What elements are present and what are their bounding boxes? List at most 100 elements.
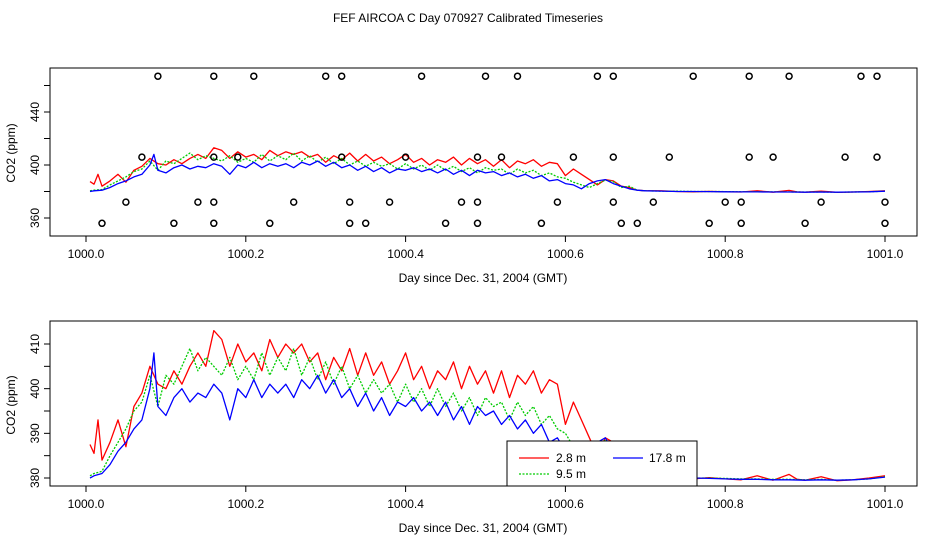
scatter-point (873, 72, 881, 80)
x-tick-label: 1000.6 (547, 247, 584, 261)
scatter-point (361, 219, 370, 228)
legend-label-2-8m: 2.8 m (556, 451, 586, 465)
scatter-point (633, 219, 642, 228)
scatter-point (609, 198, 618, 206)
top-y-axis-label: CO2 (ppm) (4, 123, 18, 182)
series-line-2-8-m (89, 329, 886, 482)
scatter-point (881, 219, 889, 228)
scatter-point (817, 198, 825, 206)
scatter-point (737, 198, 745, 206)
scatter-point (289, 198, 298, 206)
legend-label-9-5m: 9.5 m (556, 467, 586, 481)
top-x-axis: 1000.0 1000.2 1000.4 1000.6 1000.8 1001.0 (68, 236, 904, 261)
x-tick-label: 1000.0 (68, 247, 105, 261)
scatter-point (194, 198, 202, 206)
scatter-point (210, 219, 218, 228)
scatter-point (345, 219, 354, 228)
scatter-point (873, 153, 881, 161)
scatter-point (210, 72, 218, 80)
series-line-17-8-m (89, 352, 886, 481)
bottom-plot-frame (49, 320, 918, 487)
scatter-point (841, 153, 849, 161)
legend-label-17-8m: 17.8 m (649, 451, 686, 465)
scatter-point (737, 219, 745, 228)
y-tick-label: 400 (28, 155, 42, 175)
scatter-point (785, 72, 793, 80)
x-tick-label: 1000.4 (387, 497, 424, 511)
bottom-x-axis: 1000.0 1000.2 1000.4 1000.6 1000.8 1001.0 (68, 486, 904, 511)
scatter-point (337, 153, 346, 161)
figure-title: FEF AIRCOA C Day 070927 Calibrated Times… (333, 11, 603, 25)
scatter-point (593, 72, 602, 80)
scatter-point (769, 153, 777, 161)
scatter-point (122, 198, 130, 206)
bottom-y-axis: 380 390 400 410 (28, 334, 50, 488)
scatter-point (138, 153, 146, 161)
scatter-point (609, 72, 618, 80)
y-tick-label: 440 (28, 102, 42, 122)
x-tick-label: 1000.0 (68, 497, 105, 511)
top-scatter-points (98, 72, 889, 228)
scatter-point (337, 72, 346, 80)
scatter-point (154, 72, 162, 80)
x-tick-label: 1001.0 (867, 497, 904, 511)
bottom-panel: 1000.0 1000.2 1000.4 1000.6 1000.8 1001.0 380… (4, 320, 918, 535)
scatter-point (497, 153, 506, 161)
y-tick-label: 400 (28, 378, 42, 398)
bottom-series-lines (89, 329, 886, 482)
scatter-point (170, 219, 178, 228)
scatter-point (417, 72, 426, 80)
scatter-point (441, 219, 450, 228)
series-line-2-8-m (89, 147, 886, 193)
top-plot-frame (49, 67, 918, 237)
top-series-lines (89, 147, 886, 193)
legend-box (506, 440, 698, 487)
y-tick-label: 380 (28, 468, 42, 488)
scatter-point (513, 72, 522, 80)
y-tick-label: 410 (28, 334, 42, 354)
scatter-point (473, 153, 482, 161)
scatter-point (745, 72, 753, 80)
series-line-9-5-m (89, 347, 886, 481)
bottom-x-axis-label: Day since Dec. 31, 2004 (GMT) (399, 521, 568, 535)
x-tick-label: 1000.8 (707, 497, 744, 511)
scatter-point (210, 153, 218, 161)
x-tick-label: 1000.6 (547, 497, 584, 511)
bottom-y-axis-label: CO2 (ppm) (4, 375, 18, 434)
scatter-point (234, 153, 242, 161)
scatter-point (609, 153, 618, 161)
scatter-point (553, 198, 562, 206)
scatter-point (321, 72, 330, 80)
scatter-point (617, 219, 626, 228)
scatter-point (801, 219, 809, 228)
scatter-point (266, 219, 274, 228)
scatter-point (385, 198, 394, 206)
scatter-point (689, 72, 697, 80)
top-y-axis: 360 400 440 (28, 85, 50, 228)
x-tick-label: 1000.8 (707, 247, 744, 261)
scatter-point (665, 153, 674, 161)
scatter-point (857, 72, 865, 80)
x-tick-label: 1000.2 (227, 497, 264, 511)
scatter-point (98, 219, 106, 228)
top-panel: 1000.0 1000.2 1000.4 1000.6 1000.8 1001.0 360… (4, 67, 918, 285)
scatter-point (210, 198, 218, 206)
series-line-9-5-m (89, 152, 886, 193)
series-line-17-8-m (89, 153, 886, 193)
scatter-point (569, 153, 578, 161)
legend: 2.8 m 9.5 m 17.8 m (506, 440, 698, 487)
scatter-point (705, 219, 713, 228)
scatter-point (457, 198, 466, 206)
scatter-point (473, 198, 482, 206)
scatter-point (721, 198, 729, 206)
scatter-point (401, 153, 410, 161)
scatter-point (481, 72, 490, 80)
x-tick-label: 1001.0 (867, 247, 904, 261)
scatter-point (649, 198, 658, 206)
y-tick-label: 360 (28, 208, 42, 228)
top-x-axis-label: Day since Dec. 31, 2004 (GMT) (399, 271, 568, 285)
x-tick-label: 1000.2 (227, 247, 264, 261)
scatter-point (745, 153, 753, 161)
scatter-point (473, 219, 482, 228)
